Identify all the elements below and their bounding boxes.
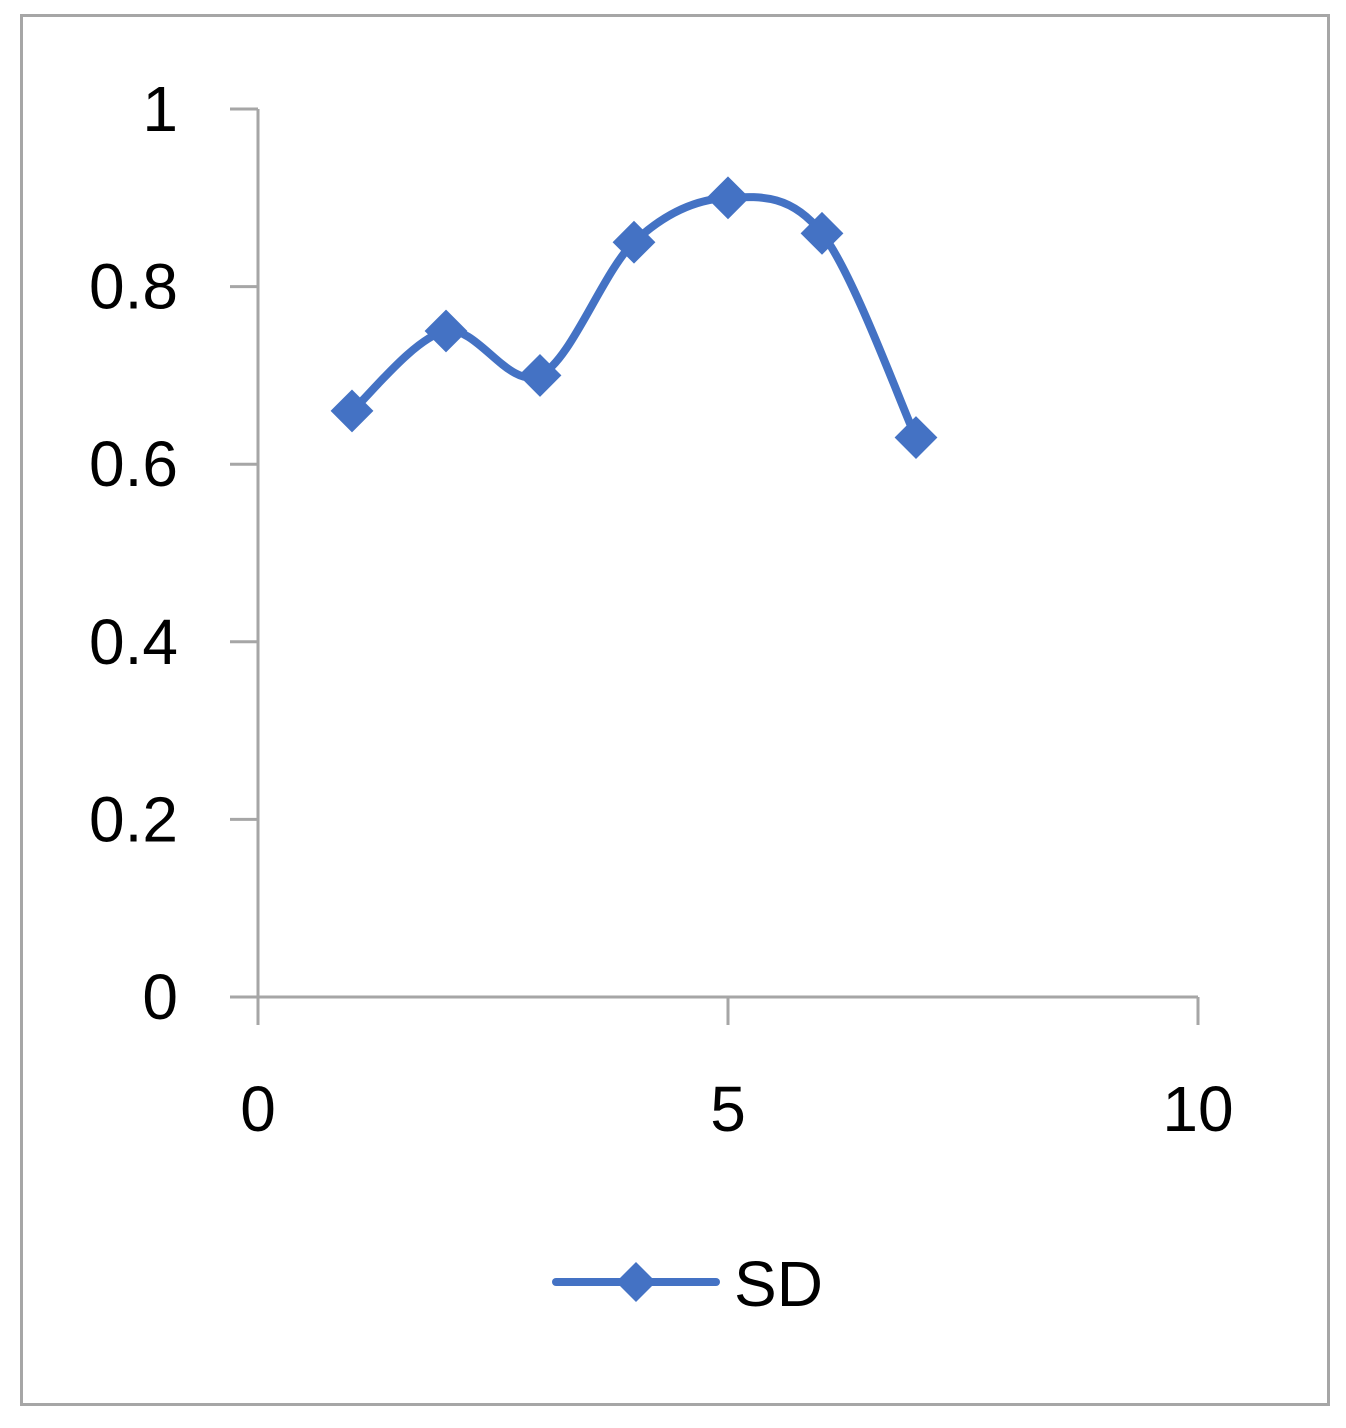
chart-frame bbox=[20, 14, 1330, 1406]
y-tick-label: 0.8 bbox=[89, 251, 178, 323]
y-tick-label: 0.2 bbox=[89, 783, 178, 855]
y-tick-label: 0.6 bbox=[89, 428, 178, 500]
series-layer bbox=[330, 176, 938, 459]
x-tick-label: 0 bbox=[240, 1073, 276, 1145]
legend: SD bbox=[552, 1248, 823, 1320]
y-tick-label: 1 bbox=[142, 73, 178, 145]
x-axis-ticks: 0 5 10 bbox=[240, 997, 1234, 1145]
y-tick-label: 0.4 bbox=[89, 606, 178, 678]
data-point-marker bbox=[894, 416, 938, 459]
x-tick-label: 10 bbox=[1162, 1073, 1233, 1145]
data-point-marker bbox=[518, 353, 562, 397]
axes bbox=[230, 109, 1198, 1025]
data-point-marker bbox=[424, 309, 468, 353]
legend-label: SD bbox=[734, 1248, 823, 1320]
data-point-marker bbox=[800, 211, 844, 255]
y-axis-ticks: 0 0.2 0.4 0.6 0.8 1 bbox=[89, 73, 258, 1033]
data-point-marker bbox=[706, 176, 750, 220]
legend-diamond-marker bbox=[616, 1262, 656, 1302]
y-tick-label: 0 bbox=[142, 961, 178, 1033]
data-point-marker bbox=[330, 389, 374, 433]
x-tick-label: 5 bbox=[710, 1073, 746, 1145]
data-point-marker bbox=[612, 220, 656, 264]
